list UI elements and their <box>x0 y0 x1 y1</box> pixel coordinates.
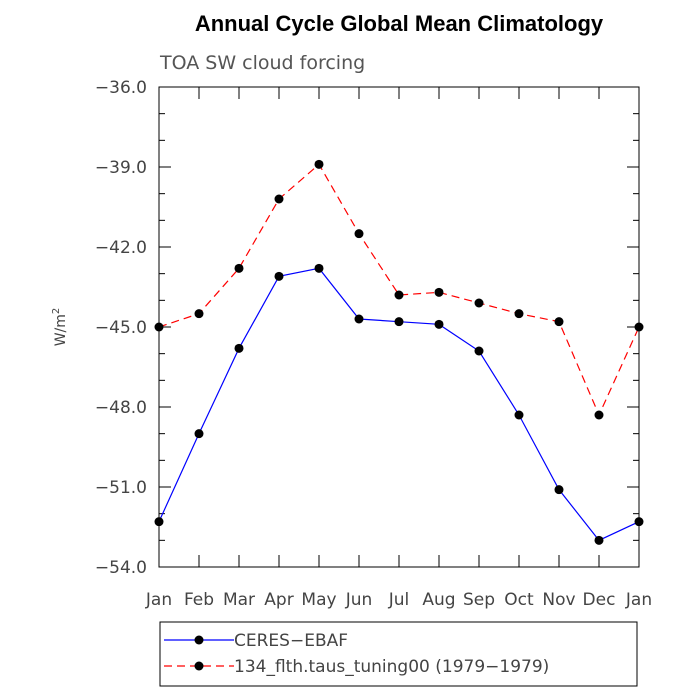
x-tick-label: Nov <box>542 590 575 610</box>
x-tick-label: Jul <box>388 590 410 610</box>
chart-subtitle: TOA SW cloud forcing <box>159 52 365 74</box>
data-point <box>274 271 284 281</box>
data-point <box>594 535 604 545</box>
x-tick-label: Mar <box>223 590 255 610</box>
x-tick-label: May <box>301 590 336 610</box>
y-axis-label-exponent: 2 <box>51 308 62 314</box>
data-point <box>314 159 324 169</box>
x-tick-label: Jan <box>145 590 172 610</box>
y-axis: −54.0 −51.0 −48.0 −45.0 −42.0 −39.0 −36.0 <box>95 78 639 578</box>
y-tick-label: −42.0 <box>95 238 147 258</box>
data-point <box>394 317 404 327</box>
series-line <box>158 267 640 542</box>
data-point <box>514 410 524 420</box>
y-axis-label: W/m2 <box>51 308 69 347</box>
y-axis-label-base: W/m <box>53 314 69 346</box>
data-point <box>274 194 284 204</box>
x-tick-label: Jan <box>625 590 652 610</box>
data-point <box>354 314 364 324</box>
y-tick-label: −36.0 <box>95 78 147 98</box>
data-point <box>434 319 444 329</box>
x-tick-label: Jun <box>345 590 373 610</box>
legend-entry: CERES−EBAF <box>164 631 348 651</box>
data-point <box>634 517 644 527</box>
y-tick-label: −54.0 <box>95 558 147 578</box>
x-axis: Jan Feb Mar Apr May Jun Jul Aug Sep Oct Nov Dec Jan <box>145 87 652 610</box>
x-tick-label: Sep <box>463 590 495 610</box>
legend-label: 134_flth.taus_tuning00 (1979−1979) <box>234 657 549 677</box>
series-layer <box>154 159 644 545</box>
series-2 <box>154 159 644 420</box>
data-point <box>554 317 564 327</box>
data-point <box>434 287 444 297</box>
data-point <box>194 429 204 439</box>
data-point <box>154 322 164 332</box>
data-point <box>594 410 604 420</box>
data-point <box>634 322 644 332</box>
x-tick-label: Oct <box>504 590 534 610</box>
y-tick-label: −39.0 <box>95 158 147 178</box>
data-point <box>354 229 364 239</box>
y-tick-label: −51.0 <box>95 478 147 498</box>
data-point <box>234 343 244 353</box>
data-point <box>474 346 484 356</box>
series-line <box>158 163 640 417</box>
legend-box <box>159 621 638 687</box>
data-point <box>514 309 524 319</box>
data-point <box>394 290 404 300</box>
legend-marker <box>194 661 204 671</box>
series-1 <box>154 263 644 545</box>
data-point <box>154 517 164 527</box>
x-tick-label: Apr <box>264 590 293 610</box>
data-point <box>554 485 564 495</box>
data-point <box>314 263 324 273</box>
x-tick-label: Feb <box>184 590 214 610</box>
y-tick-label: −48.0 <box>95 398 147 418</box>
data-point <box>194 309 204 319</box>
y-tick-label: −45.0 <box>95 318 147 338</box>
plot-frame <box>158 86 640 568</box>
data-point <box>474 298 484 308</box>
x-tick-label: Aug <box>422 590 455 610</box>
chart-title: Annual Cycle Global Mean Climatology <box>195 11 604 36</box>
legend-marker <box>194 635 204 645</box>
legend-label: CERES−EBAF <box>234 631 348 651</box>
legend-entry: 134_flth.taus_tuning00 (1979−1979) <box>164 657 549 677</box>
legend: CERES−EBAF 134_flth.taus_tuning00 (1979−1… <box>164 631 549 677</box>
data-point <box>234 263 244 273</box>
x-tick-label: Dec <box>583 590 616 610</box>
